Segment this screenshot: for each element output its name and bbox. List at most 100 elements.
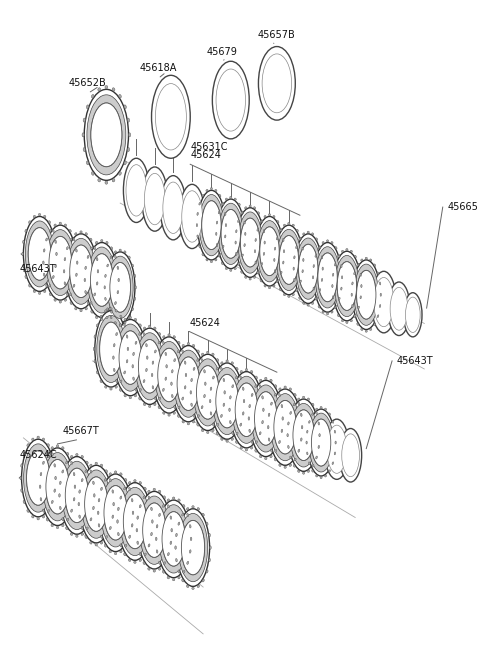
Ellipse shape	[97, 270, 99, 273]
Ellipse shape	[124, 394, 126, 397]
Ellipse shape	[339, 428, 361, 482]
Ellipse shape	[70, 238, 72, 241]
Ellipse shape	[133, 377, 134, 381]
Ellipse shape	[312, 233, 314, 235]
Ellipse shape	[319, 246, 321, 248]
Ellipse shape	[255, 261, 256, 264]
Ellipse shape	[337, 314, 339, 317]
Ellipse shape	[163, 412, 165, 415]
Ellipse shape	[242, 211, 243, 214]
Ellipse shape	[294, 458, 296, 461]
Ellipse shape	[358, 306, 360, 309]
Ellipse shape	[334, 263, 336, 266]
Ellipse shape	[279, 464, 281, 466]
Ellipse shape	[105, 181, 108, 184]
Ellipse shape	[113, 368, 115, 371]
Ellipse shape	[206, 570, 208, 573]
Ellipse shape	[105, 297, 106, 301]
Ellipse shape	[245, 276, 247, 278]
Ellipse shape	[181, 521, 204, 574]
Ellipse shape	[154, 327, 156, 329]
Ellipse shape	[43, 453, 72, 521]
Ellipse shape	[145, 368, 147, 371]
Ellipse shape	[148, 544, 150, 547]
Ellipse shape	[299, 238, 300, 240]
Ellipse shape	[105, 310, 107, 312]
Ellipse shape	[329, 470, 331, 472]
Ellipse shape	[128, 316, 130, 319]
Ellipse shape	[179, 514, 207, 582]
Ellipse shape	[60, 481, 61, 485]
Ellipse shape	[278, 440, 280, 443]
Ellipse shape	[274, 270, 276, 272]
Ellipse shape	[156, 537, 157, 540]
Ellipse shape	[37, 517, 39, 520]
Ellipse shape	[307, 470, 310, 472]
Ellipse shape	[322, 311, 324, 313]
Ellipse shape	[298, 470, 300, 472]
Ellipse shape	[153, 570, 156, 572]
Ellipse shape	[332, 284, 333, 288]
Ellipse shape	[288, 445, 289, 449]
Ellipse shape	[292, 293, 294, 296]
Ellipse shape	[158, 341, 160, 344]
Ellipse shape	[91, 103, 122, 166]
Ellipse shape	[357, 271, 376, 319]
Ellipse shape	[303, 303, 305, 305]
Ellipse shape	[48, 443, 49, 447]
Ellipse shape	[76, 453, 78, 456]
Ellipse shape	[225, 235, 226, 238]
Ellipse shape	[144, 403, 145, 405]
Ellipse shape	[137, 541, 139, 544]
Ellipse shape	[91, 103, 122, 166]
Ellipse shape	[146, 356, 148, 360]
Ellipse shape	[33, 215, 36, 217]
Ellipse shape	[64, 299, 67, 301]
Ellipse shape	[216, 221, 218, 224]
Ellipse shape	[109, 550, 111, 553]
Ellipse shape	[357, 323, 359, 326]
Ellipse shape	[134, 479, 136, 482]
Ellipse shape	[216, 69, 246, 131]
Ellipse shape	[342, 434, 360, 477]
Ellipse shape	[96, 282, 98, 285]
Ellipse shape	[255, 384, 257, 388]
Ellipse shape	[216, 244, 218, 247]
Ellipse shape	[271, 394, 300, 460]
Ellipse shape	[98, 498, 100, 502]
Ellipse shape	[218, 203, 243, 265]
Ellipse shape	[361, 284, 362, 288]
Ellipse shape	[106, 252, 135, 323]
Ellipse shape	[312, 403, 314, 406]
Ellipse shape	[70, 245, 92, 297]
Ellipse shape	[289, 388, 291, 390]
Ellipse shape	[279, 236, 299, 284]
Ellipse shape	[85, 242, 118, 318]
Ellipse shape	[124, 318, 126, 321]
Ellipse shape	[210, 412, 212, 415]
Ellipse shape	[390, 288, 408, 330]
Ellipse shape	[48, 284, 50, 287]
Ellipse shape	[157, 500, 190, 578]
Ellipse shape	[66, 461, 68, 464]
Ellipse shape	[326, 240, 329, 242]
Ellipse shape	[117, 291, 119, 294]
Ellipse shape	[104, 478, 107, 481]
Ellipse shape	[240, 212, 242, 214]
Ellipse shape	[193, 367, 195, 371]
Ellipse shape	[71, 455, 72, 458]
Ellipse shape	[158, 406, 160, 409]
Ellipse shape	[312, 276, 314, 279]
Ellipse shape	[172, 578, 175, 581]
Ellipse shape	[54, 224, 56, 227]
Ellipse shape	[100, 535, 102, 538]
Ellipse shape	[27, 443, 29, 447]
Ellipse shape	[120, 380, 122, 383]
Ellipse shape	[49, 236, 72, 289]
Ellipse shape	[148, 490, 150, 493]
Ellipse shape	[106, 316, 108, 318]
Ellipse shape	[274, 258, 275, 261]
Ellipse shape	[100, 322, 122, 375]
Ellipse shape	[301, 426, 303, 429]
Ellipse shape	[22, 252, 24, 255]
